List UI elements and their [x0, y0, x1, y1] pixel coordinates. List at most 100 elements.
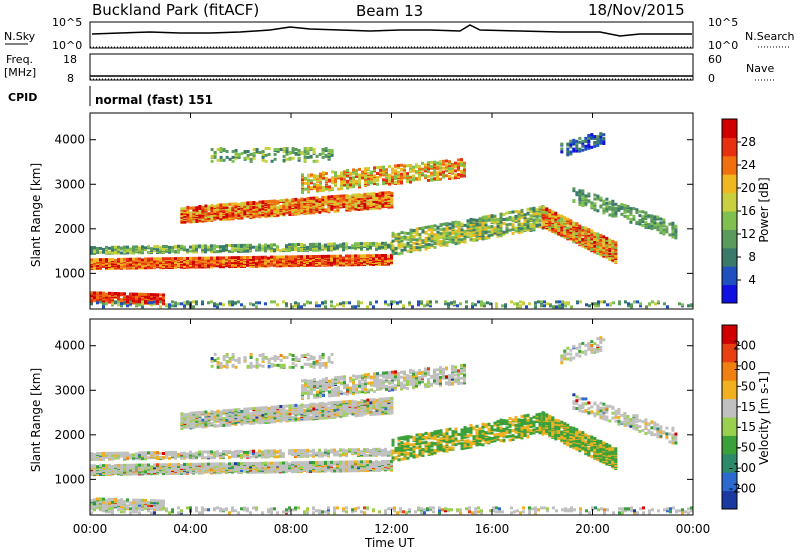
- heatmap-cell: [381, 254, 384, 257]
- heatmap-cell: [153, 293, 156, 297]
- heatmap-cell: [255, 262, 258, 266]
- heatmap-cell: [412, 167, 415, 171]
- heatmap-cell: [469, 228, 473, 232]
- heatmap-cell: [400, 167, 403, 171]
- heatmap-cell: [90, 258, 93, 262]
- heatmap-cell: [554, 229, 558, 233]
- heatmap-cell: [526, 217, 530, 221]
- heatmap-cell: [650, 222, 654, 226]
- heatmap-cell: [569, 139, 573, 143]
- cpid-value: normal (fast) 151: [95, 93, 213, 107]
- heatmap-cell: [117, 292, 120, 296]
- heatmap-cell: [117, 463, 120, 467]
- heatmap-cell: [596, 236, 600, 240]
- heatmap-cell: [457, 223, 461, 226]
- heatmap-cell: [339, 201, 343, 205]
- heatmap-cell: [418, 248, 422, 252]
- heatmap-cell: [430, 234, 434, 238]
- heatmap-cell: [219, 158, 223, 162]
- heatmap-cell: [596, 194, 600, 198]
- heatmap-cell: [333, 209, 337, 213]
- heatmap-cell: [120, 302, 123, 306]
- heatmap-cell: [608, 238, 612, 242]
- heatmap-cell: [548, 225, 552, 229]
- heatmap-cell: [144, 299, 147, 303]
- heatmap-cell: [261, 255, 264, 259]
- heatmap-cell: [400, 248, 404, 252]
- heatmap-cell: [397, 246, 401, 250]
- heatmap-cell: [330, 261, 333, 265]
- heatmap-cell: [475, 235, 479, 239]
- heatmap-cell: [394, 239, 398, 243]
- heatmap-cell: [572, 189, 576, 193]
- noise-trace: [91, 24, 692, 37]
- heatmap-cell: [390, 300, 393, 304]
- heatmap-cell: [354, 202, 358, 206]
- heatmap-cell: [297, 302, 300, 306]
- heatmap-cell: [342, 248, 345, 252]
- heatmap-cell: [318, 261, 321, 265]
- heatmap-cell: [557, 218, 561, 222]
- heatmap-cell: [186, 302, 189, 306]
- heatmap-cell: [288, 199, 292, 203]
- heatmap-cell: [543, 300, 546, 304]
- heatmap-cell: [391, 249, 395, 253]
- heatmap-cell: [554, 217, 558, 221]
- heatmap-cell: [466, 232, 470, 236]
- heatmap-cell: [258, 263, 261, 267]
- heatmap-cell: [366, 207, 370, 211]
- heatmap-cell: [447, 302, 450, 306]
- heatmap-cell: [108, 258, 111, 261]
- heatmap-cell: [291, 147, 295, 150]
- heatmap-cell: [363, 254, 366, 258]
- heatmap-cell: [590, 244, 594, 248]
- heatmap-cell: [255, 245, 258, 249]
- heatmap-cell: [219, 149, 223, 152]
- heatmap-cell: [267, 152, 271, 156]
- heatmap-cell: [330, 199, 334, 203]
- heatmap-cell: [90, 296, 93, 300]
- heatmap-cell: [225, 244, 228, 248]
- heatmap-cell: [638, 214, 642, 218]
- heatmap-cell: [348, 201, 352, 205]
- colorbar-segment: [722, 119, 737, 138]
- heatmap-cell: [222, 203, 226, 207]
- heatmap-cell: [522, 301, 525, 305]
- heatmap-cell: [201, 256, 204, 260]
- heatmap-cell: [210, 256, 213, 260]
- heatmap-cell: [390, 255, 393, 259]
- heatmap-cell: [644, 226, 648, 229]
- heatmap-cell: [457, 234, 461, 238]
- heatmap-cell: [174, 304, 177, 308]
- heatmap-cell: [240, 256, 243, 260]
- heatmap-cell: [309, 202, 313, 206]
- heatmap-cell: [585, 303, 588, 307]
- colorbar-segment: [722, 137, 737, 157]
- heatmap-cell: [517, 226, 521, 230]
- heatmap-cell: [593, 135, 597, 139]
- heatmap-cell: [478, 227, 482, 231]
- heatmap-cell: [433, 173, 436, 177]
- heatmap-cell: [454, 161, 457, 165]
- heatmap-cell: [264, 260, 267, 264]
- heatmap-cell: [213, 204, 217, 208]
- heatmap-cell: [150, 293, 153, 297]
- heatmap-cell: [273, 248, 276, 252]
- heatmap-cell: [388, 165, 391, 168]
- heatmap-cell: [318, 254, 321, 258]
- heatmap-cell: [575, 146, 579, 150]
- heatmap-cell: [623, 204, 627, 207]
- heatmap-cell: [216, 462, 219, 466]
- heatmap-cell: [513, 302, 516, 306]
- heatmap-cell: [237, 152, 241, 156]
- heatmap-cell: [279, 148, 283, 151]
- heatmap-cell: [210, 247, 213, 251]
- colorbar-segment: [722, 284, 737, 304]
- heatmap-cell: [222, 462, 225, 466]
- heatmap-cell: [400, 163, 403, 167]
- heatmap-cell: [394, 177, 397, 181]
- heatmap-cell: [436, 233, 440, 237]
- heatmap-cell: [575, 236, 579, 240]
- heatmap-cell: [608, 249, 612, 253]
- heatmap-cell: [373, 178, 376, 182]
